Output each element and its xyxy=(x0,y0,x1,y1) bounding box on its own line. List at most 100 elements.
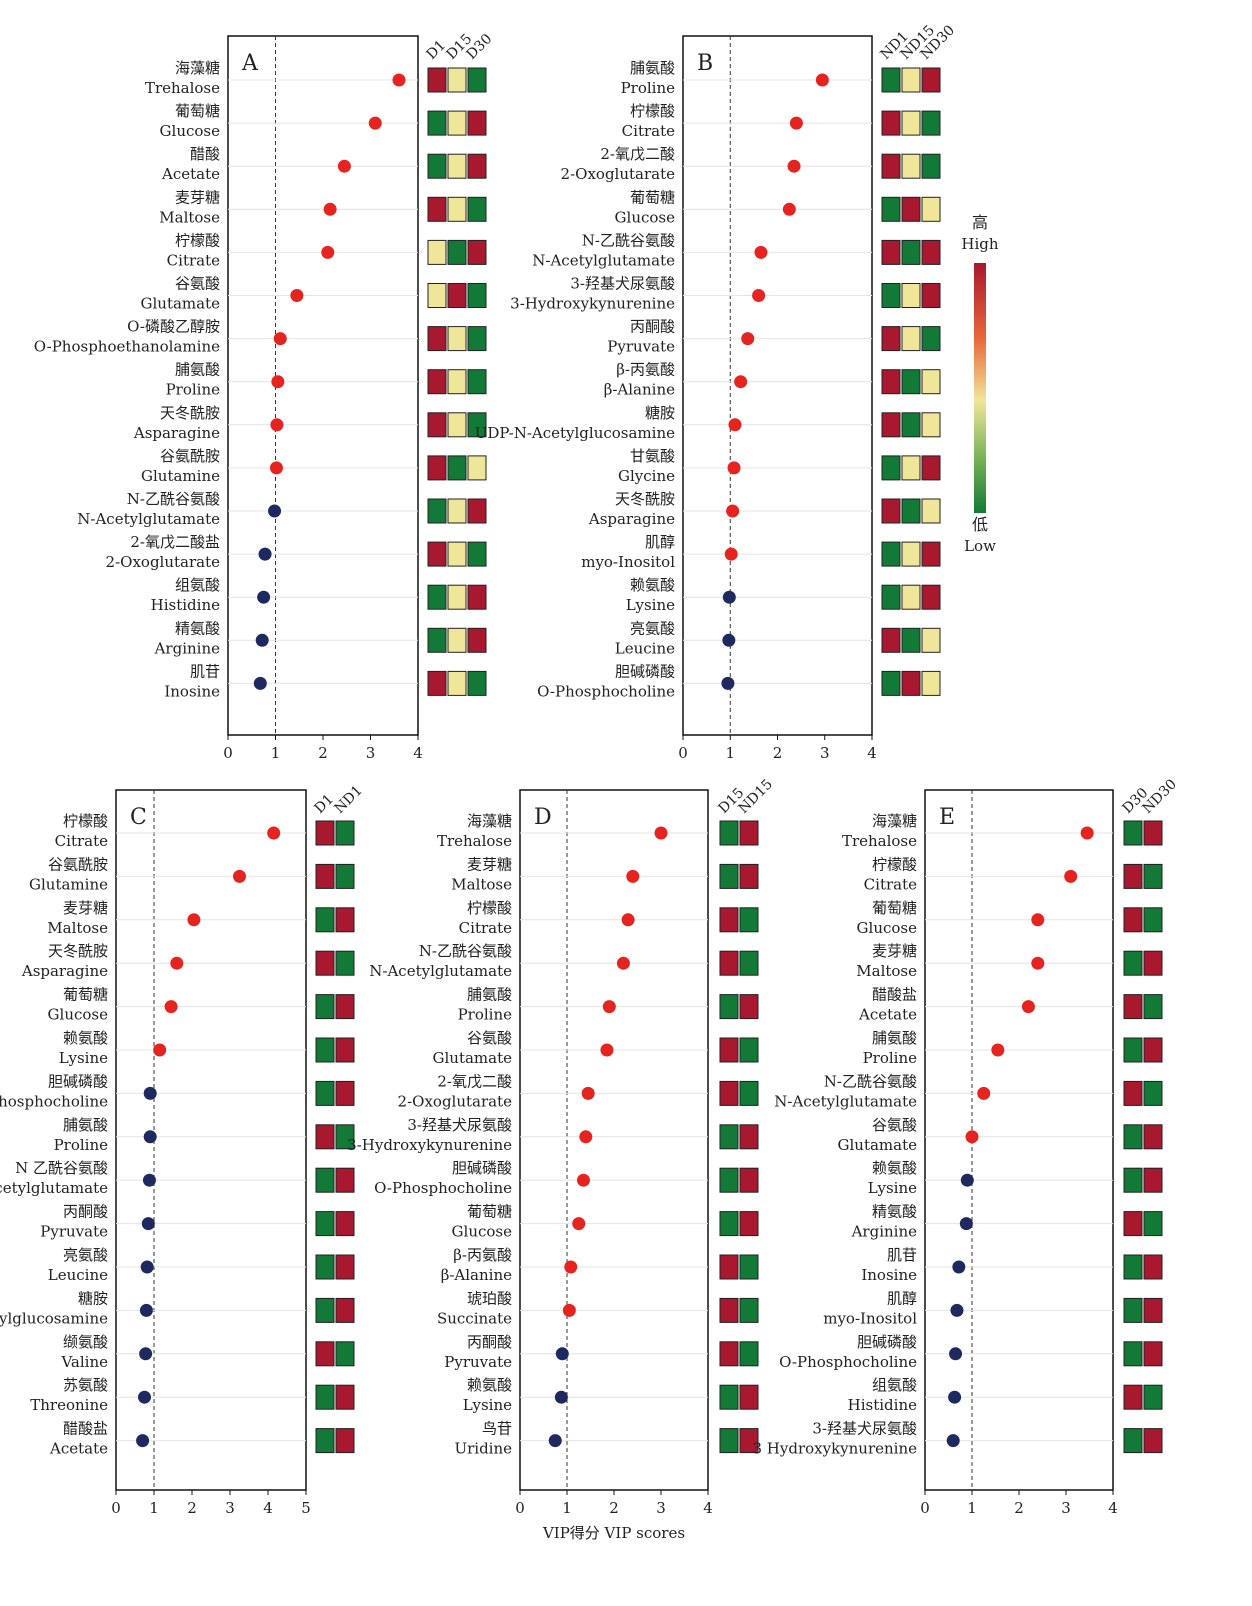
metabolite-name-en: Uridine xyxy=(454,1440,512,1458)
heat-cell xyxy=(467,412,487,438)
vip-point xyxy=(948,1390,962,1404)
heat-cell xyxy=(1143,863,1163,889)
heat-cell xyxy=(901,670,921,696)
metabolite-name-en: N-Acetylglutamate xyxy=(774,1092,917,1110)
vip-point xyxy=(579,1130,593,1144)
metabolite-name-cn: 麦芽糖 xyxy=(467,855,512,873)
heat-cell xyxy=(467,670,487,696)
heat-cell xyxy=(467,153,487,179)
vip-point xyxy=(727,461,741,475)
heat-cell xyxy=(881,153,901,179)
heat-cell xyxy=(467,110,487,136)
heat-cell xyxy=(739,1037,759,1063)
heat-cell xyxy=(447,239,467,265)
metabolite-name-cn: 葡萄糖 xyxy=(63,986,108,1004)
heat-cell xyxy=(881,110,901,136)
heat-cell xyxy=(719,907,739,933)
metabolite-name-en: Trehalose xyxy=(145,79,220,97)
heat-cell xyxy=(447,196,467,222)
heat-cell xyxy=(427,498,447,524)
x-tick-label: 1 xyxy=(271,744,281,762)
panel-letter: A xyxy=(241,51,259,76)
heat-cell xyxy=(315,994,335,1020)
heat-cell xyxy=(921,369,941,395)
metabolite-name-en: Lysine xyxy=(868,1179,917,1197)
heat-cell xyxy=(467,541,487,567)
metabolite-name-en: UDP-N-Acetylglucosamine xyxy=(475,424,675,442)
metabolite-name-cn: 甘氨酸 xyxy=(630,447,675,465)
heat-cell xyxy=(1123,1341,1143,1367)
metabolite-name-en: Citrate xyxy=(459,919,512,937)
metabolite-name-en: myo-Inositol xyxy=(823,1309,917,1327)
vip-point xyxy=(572,1217,586,1231)
metabolite-name-en: Maltose xyxy=(856,962,917,980)
heat-cell xyxy=(901,584,921,610)
metabolite-name-cn: 2-氧戊二酸 xyxy=(437,1072,512,1090)
heat-cell xyxy=(901,455,921,481)
metabolite-name-cn: 苏氨酸 xyxy=(63,1376,108,1394)
heat-cell xyxy=(1123,1080,1143,1106)
metabolite-name-cn: 麦芽糖 xyxy=(175,188,220,206)
heat-cell xyxy=(901,67,921,93)
metabolite-name-en: Acetate xyxy=(161,165,220,183)
heat-cell xyxy=(881,584,901,610)
vip-point xyxy=(143,1086,157,1100)
metabolite-name-en: Asparagine xyxy=(133,424,220,442)
metabolite-name-en: Valine xyxy=(60,1353,108,1371)
metabolite-name-cn: 脯氨酸 xyxy=(630,59,675,77)
metabolite-name-en: Trehalose xyxy=(437,832,512,850)
vip-point xyxy=(337,159,351,173)
metabolite-name-cn: 谷氨酸 xyxy=(872,1116,917,1134)
vip-point xyxy=(741,332,755,346)
heat-cell xyxy=(719,863,739,889)
metabolite-name-en: Proline xyxy=(863,1049,918,1067)
vip-point xyxy=(722,633,736,647)
metabolite-name-cn: 丙酮酸 xyxy=(630,318,675,336)
heat-cell xyxy=(719,994,739,1020)
heat-cell xyxy=(1143,820,1163,846)
heat-cell xyxy=(1123,1297,1143,1323)
metabolite-name-cn: 2-氧戊二酸 xyxy=(600,145,675,163)
vip-point xyxy=(734,375,748,389)
heat-cell xyxy=(1123,863,1143,889)
heat-cell xyxy=(739,1080,759,1106)
heat-cell xyxy=(739,820,759,846)
metabolite-name-cn: O-磷酸乙醇胺 xyxy=(127,318,220,336)
plot-frame xyxy=(924,789,1114,1491)
heat-cell xyxy=(739,907,759,933)
x-tick-label: 3 xyxy=(820,744,830,762)
heat-cell xyxy=(1143,1384,1163,1410)
legend-gradient-bar xyxy=(974,263,986,513)
metabolite-name-cn: 胆碱磷酸 xyxy=(857,1333,917,1351)
heat-cell xyxy=(447,498,467,524)
heat-cell xyxy=(1123,1254,1143,1280)
metabolite-name-cn: 谷氨酸 xyxy=(467,1029,512,1047)
metabolite-name-cn: N-乙酰谷氨酸 xyxy=(824,1072,917,1090)
metabolite-name-en: O-Phosphocholine xyxy=(374,1179,512,1197)
vip-point xyxy=(654,826,668,840)
heat-cell xyxy=(335,820,355,846)
metabolite-name-en: Glucose xyxy=(857,919,918,937)
heat-cell xyxy=(335,950,355,976)
metabolite-name-cn: 糖胺 xyxy=(78,1289,108,1307)
heat-cell xyxy=(719,950,739,976)
heat-cell xyxy=(719,1384,739,1410)
x-tick-label: 2 xyxy=(318,744,328,762)
heat-cell xyxy=(467,498,487,524)
metabolite-name-cn: 肌苷 xyxy=(887,1246,917,1264)
legend-low-cn: 低 xyxy=(972,515,988,534)
metabolite-name-cn: 柠檬酸 xyxy=(467,899,512,917)
x-tick-label: 2 xyxy=(1014,1499,1024,1517)
heat-cell xyxy=(921,196,941,222)
vip-point xyxy=(721,676,735,690)
heat-cell xyxy=(315,950,335,976)
heat-cell xyxy=(739,1254,759,1280)
panel-letter: E xyxy=(939,805,955,830)
heat-cell xyxy=(1123,1211,1143,1237)
heat-cell xyxy=(467,283,487,308)
metabolite-name-en: Asparagine xyxy=(588,510,675,528)
metabolite-name-en: N-Acetylglutamate xyxy=(77,510,220,528)
metabolite-name-cn: N-乙酰谷氨酸 xyxy=(127,490,220,508)
metabolite-name-cn: 海藻糖 xyxy=(467,812,512,830)
